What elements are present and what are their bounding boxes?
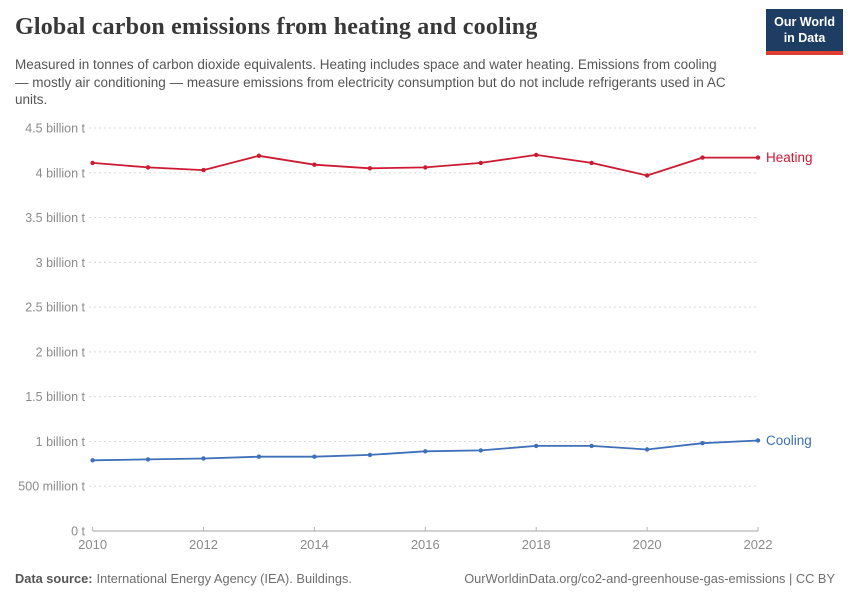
y-axis-tick-label: 3 billion t <box>36 256 86 270</box>
cooling-data-point[interactable] <box>201 456 206 461</box>
x-axis-tick-label: 2022 <box>744 537 773 552</box>
data-source-text: International Energy Agency (IEA). Build… <box>96 571 352 586</box>
x-axis-tick-label: 2018 <box>522 537 551 552</box>
data-source: Data source: International Energy Agency … <box>15 571 352 586</box>
owid-logo[interactable]: Our World in Data <box>766 9 843 55</box>
y-axis-tick-label: 2 billion t <box>36 345 86 359</box>
cooling-data-point[interactable] <box>90 458 95 463</box>
x-axis-tick-label: 2016 <box>411 537 440 552</box>
heating-data-point[interactable] <box>367 166 373 171</box>
page-footer: Data source: International Energy Agency … <box>15 571 835 586</box>
y-axis-tick-label: 4.5 billion t <box>25 122 85 136</box>
y-axis-tick-label: 4 billion t <box>36 166 86 180</box>
owid-logo-line2: in Data <box>783 31 826 46</box>
y-axis-tick-label: 500 million t <box>18 480 85 494</box>
x-axis-tick-label: 2020 <box>633 537 662 552</box>
page-title: Global carbon emissions from heating and… <box>15 14 538 40</box>
y-axis-tick-label: 2.5 billion t <box>25 301 85 315</box>
x-axis-tick-label: 2010 <box>78 537 107 552</box>
cooling-data-point[interactable] <box>589 443 594 449</box>
page-subtitle: Measured in tonnes of carbon dioxide equ… <box>15 57 726 108</box>
cooling-data-point[interactable] <box>312 454 317 459</box>
cooling-data-point[interactable] <box>423 449 428 454</box>
cooling-data-point[interactable] <box>256 454 262 459</box>
series-label-cooling[interactable]: Cooling <box>766 433 812 448</box>
heating-data-point[interactable] <box>534 152 539 158</box>
series-label-heating[interactable]: Heating <box>766 150 813 165</box>
y-axis-tick-label: 0 t <box>71 525 85 539</box>
heating-data-point[interactable] <box>478 160 483 166</box>
heating-data-point[interactable] <box>256 153 262 158</box>
y-axis-tick-label: 1.5 billion t <box>25 390 85 404</box>
y-axis-tick-label: 1 billion t <box>36 435 86 449</box>
heating-data-point[interactable] <box>312 162 317 167</box>
heating-data-point[interactable] <box>145 165 151 170</box>
cooling-data-point[interactable] <box>700 441 705 446</box>
x-axis-tick-label: 2014 <box>300 537 329 552</box>
cooling-data-point[interactable] <box>478 448 483 453</box>
heating-data-point[interactable] <box>589 160 594 166</box>
cooling-data-point[interactable] <box>644 447 650 452</box>
heating-data-point[interactable] <box>201 167 206 173</box>
owid-logo-line1: Our World <box>774 15 835 29</box>
heating-data-point[interactable] <box>90 160 95 166</box>
cooling-data-point[interactable] <box>755 438 761 443</box>
cooling-data-point[interactable] <box>367 452 373 458</box>
heating-data-point[interactable] <box>700 155 705 160</box>
heating-data-point[interactable] <box>423 165 428 170</box>
x-axis-tick-label: 2012 <box>189 537 218 552</box>
data-source-label: Data source: <box>15 571 93 586</box>
y-axis-tick-label: 3.5 billion t <box>25 211 85 225</box>
cooling-data-point[interactable] <box>145 457 151 462</box>
citation-link[interactable]: OurWorldinData.org/co2-and-greenhouse-ga… <box>464 571 835 586</box>
cooling-data-point[interactable] <box>534 443 539 449</box>
heating-data-point[interactable] <box>644 173 650 178</box>
heating-data-point[interactable] <box>755 155 761 160</box>
